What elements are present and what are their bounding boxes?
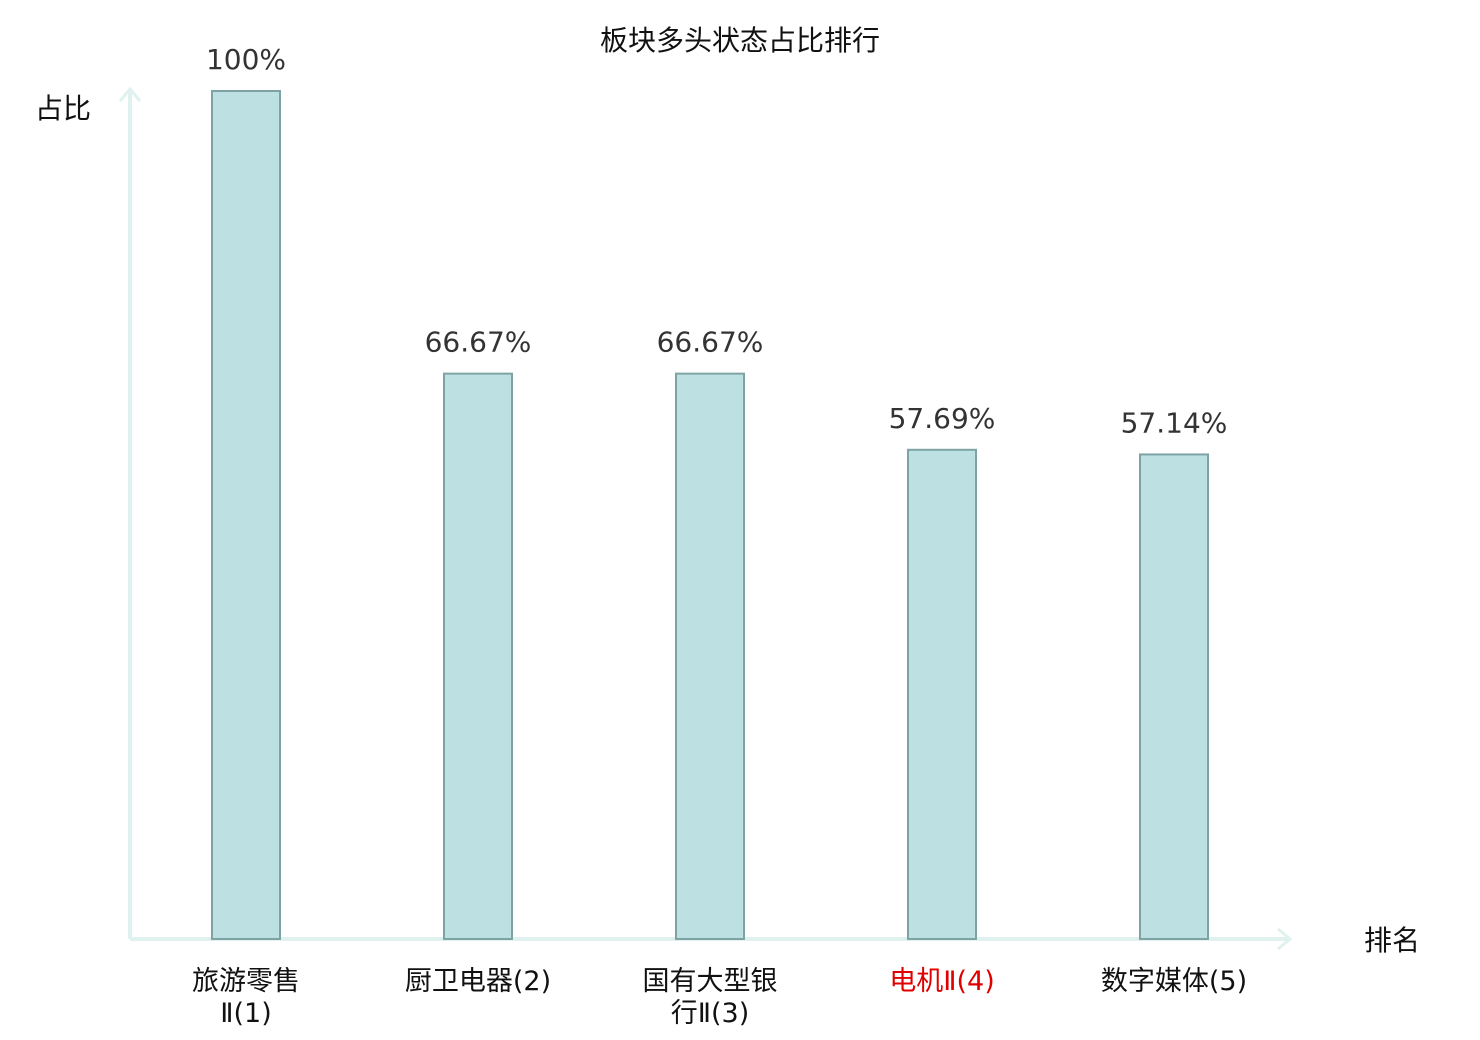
y-axis-label: 占比 <box>35 92 91 125</box>
value-label: 100% <box>206 43 286 76</box>
value-label: 57.14% <box>1121 406 1228 439</box>
value-label: 66.67% <box>425 326 532 359</box>
x-tick-label: 旅游零售Ⅱ(1) <box>192 966 300 1029</box>
x-tick-label: 国有大型银行Ⅱ(3) <box>642 966 778 1029</box>
bar <box>675 372 745 940</box>
chart-title: 板块多头状态占比排行 <box>600 24 880 57</box>
bar <box>443 372 513 940</box>
x-tick-label: 数字媒体(5) <box>1100 966 1248 997</box>
y-axis-arrow <box>118 86 142 102</box>
bar <box>1139 453 1209 940</box>
x-axis-arrow <box>1277 927 1293 951</box>
x-axis-label: 排名 <box>1364 924 1420 957</box>
x-tick-label: 电机Ⅱ(4) <box>889 966 995 997</box>
x-tick-label: 厨卫电器(2) <box>404 966 552 997</box>
value-label: 66.67% <box>657 326 764 359</box>
bar <box>211 90 281 940</box>
bar <box>907 448 977 940</box>
value-label: 57.69% <box>889 402 996 435</box>
